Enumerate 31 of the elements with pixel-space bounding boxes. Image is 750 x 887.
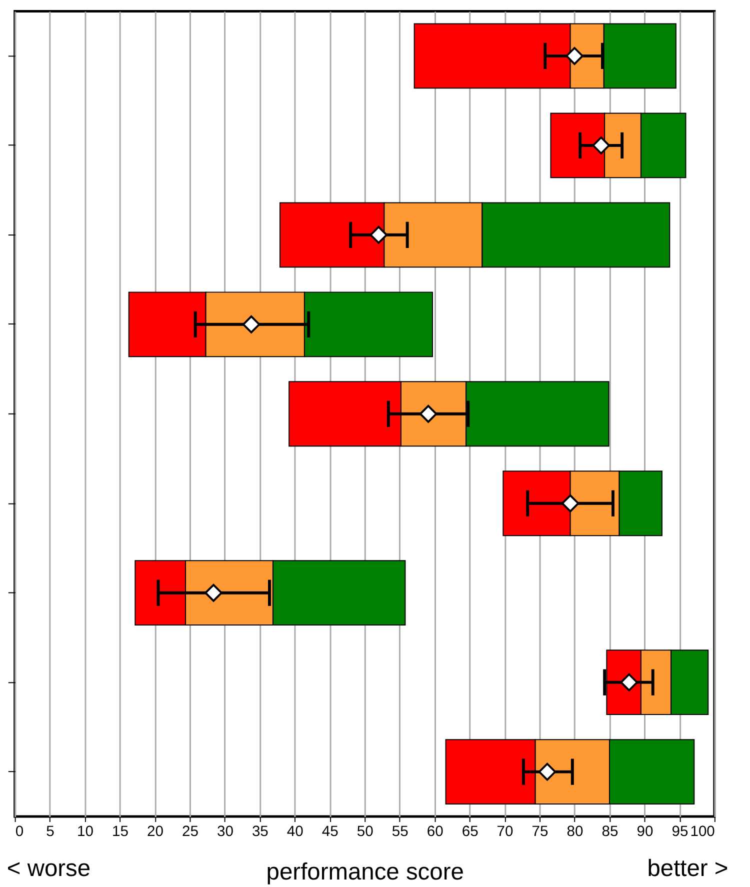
- x-tick-label: 10: [77, 824, 94, 840]
- x-tick-label: 65: [462, 824, 478, 840]
- x-tick-label: 90: [636, 824, 654, 840]
- point: [566, 46, 584, 65]
- x-tick-label: 25: [182, 824, 198, 840]
- text: < worse: [6, 856, 91, 882]
- x-axis-title: performance score: [266, 859, 464, 886]
- x-tick-label: 100: [690, 824, 715, 840]
- x-tick-label: 80: [566, 824, 584, 840]
- x-tick-label: 15: [112, 824, 128, 840]
- x-tick-label: 75: [532, 824, 548, 840]
- text: better >: [647, 856, 728, 882]
- x-tick-label: 5: [46, 824, 54, 840]
- x-tick-label: 40: [286, 824, 304, 840]
- point: [538, 762, 556, 781]
- x-tick-label: 20: [146, 824, 164, 840]
- x-tick-label: 60: [426, 824, 444, 840]
- x-tick-label: 85: [602, 824, 618, 840]
- x-tick-label: 0: [15, 824, 24, 840]
- x-tick-label: 55: [392, 824, 408, 840]
- point: [204, 584, 222, 602]
- x-tick-label: 35: [252, 824, 268, 840]
- point: [561, 494, 580, 512]
- x-tick-label: 45: [322, 824, 338, 840]
- x-tick-label: 70: [496, 824, 514, 840]
- point: [242, 315, 260, 334]
- x-tick-label: 95: [672, 824, 688, 840]
- point: [592, 136, 610, 154]
- x-tick-label: 50: [356, 824, 374, 840]
- x-tick-label: 30: [216, 824, 234, 840]
- point: [370, 226, 388, 244]
